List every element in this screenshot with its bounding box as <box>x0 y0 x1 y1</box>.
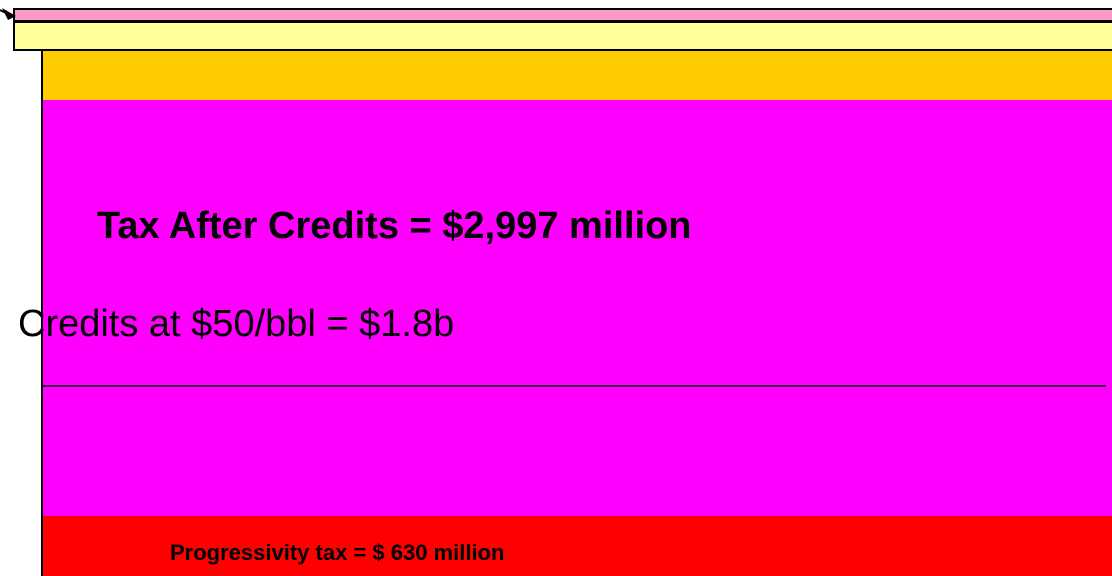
credits-label: Credits at $50/bbl = $1.8b <box>18 303 454 345</box>
orange-band <box>42 50 1112 100</box>
arrow-shaft <box>0 9 13 17</box>
progressivity-band <box>42 516 1112 576</box>
pink-band <box>13 8 1112 22</box>
progressivity-label: Progressivity tax = $ 630 million <box>170 540 504 565</box>
tax-after-credits-label: Tax After Credits = $2,997 million <box>97 205 692 247</box>
credits-band <box>42 100 1112 516</box>
yellow-band <box>13 21 1112 51</box>
